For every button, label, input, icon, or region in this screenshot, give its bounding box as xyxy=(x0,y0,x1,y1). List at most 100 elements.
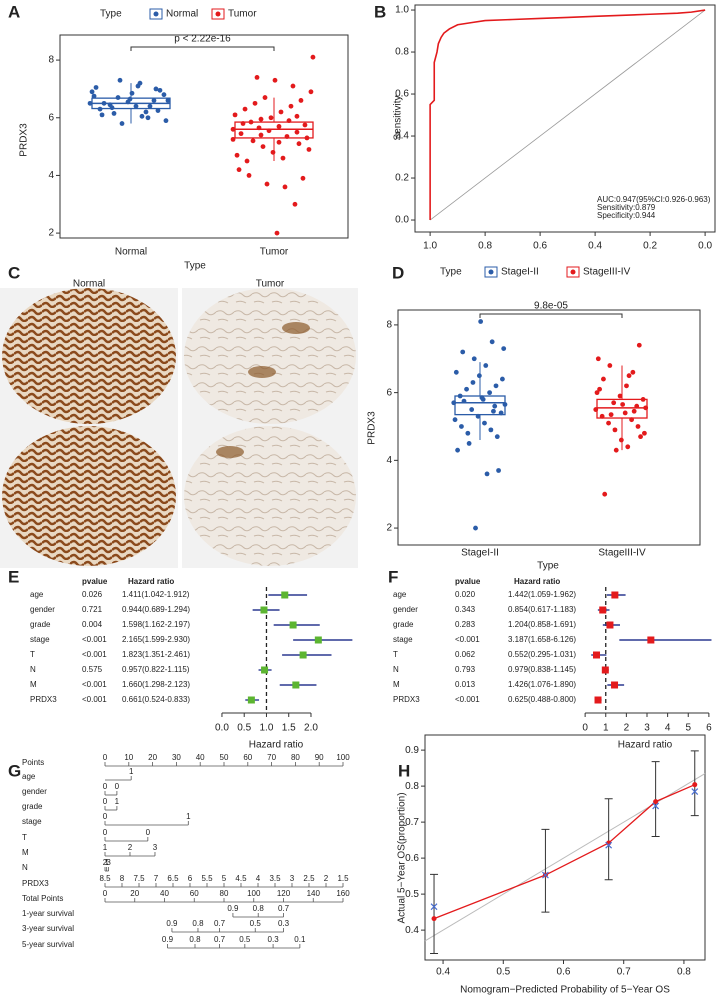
x-tick-label: 0.2 xyxy=(643,241,657,252)
row-name: M xyxy=(393,680,400,689)
legend-dot xyxy=(153,11,159,17)
y-tick-label: 0.4 xyxy=(395,131,409,142)
point xyxy=(470,380,476,385)
point xyxy=(298,98,304,103)
p-value: 0.793 xyxy=(455,665,476,674)
row-name: gender xyxy=(30,605,55,614)
scale-label: 0.8 xyxy=(192,919,204,928)
point xyxy=(494,434,500,440)
p-value: 0.721 xyxy=(82,605,103,614)
y-tick-label: 0.5 xyxy=(405,889,419,900)
point xyxy=(618,437,624,443)
p-value: 0.004 xyxy=(82,620,103,629)
point xyxy=(143,109,149,115)
scale-label: 80 xyxy=(220,889,229,898)
p-value: 0.013 xyxy=(455,680,476,689)
y-axis-label: PRDX3 xyxy=(19,123,30,157)
point xyxy=(89,89,95,95)
x-tick-label: 1.0 xyxy=(423,241,437,252)
y-tick-label: 1.0 xyxy=(395,5,409,16)
x-tick-label: 3 xyxy=(644,723,650,734)
row-name: grade xyxy=(30,620,51,629)
x-tick-label: 0.6 xyxy=(557,967,571,978)
point xyxy=(268,115,274,121)
point xyxy=(151,98,157,103)
hr-label: 0.854(0.617-1.183) xyxy=(508,605,576,614)
point xyxy=(431,916,437,922)
x-marker xyxy=(691,788,699,795)
plot-frame xyxy=(397,309,701,546)
y-tick-label: 0.7 xyxy=(405,817,419,828)
box xyxy=(454,395,506,416)
point xyxy=(612,427,618,433)
point xyxy=(262,95,268,100)
point xyxy=(99,112,105,118)
p-value: 0.343 xyxy=(455,605,476,614)
point xyxy=(595,356,601,362)
scale-label: 0.1 xyxy=(294,935,306,944)
row-name: T xyxy=(30,650,35,659)
error-bar xyxy=(651,761,660,838)
x-tick-label: Tumor xyxy=(260,247,289,258)
point xyxy=(602,491,608,497)
x-tick-label: 4 xyxy=(665,723,671,734)
column-header: Hazard ratio xyxy=(514,577,560,586)
hr-label: 0.625(0.488-0.800) xyxy=(508,695,576,704)
point xyxy=(258,116,264,122)
plot-frame xyxy=(59,34,349,239)
scale-label: 30 xyxy=(172,753,181,762)
point xyxy=(488,427,494,433)
scale-label: 2 xyxy=(128,843,133,852)
p-value: 0.062 xyxy=(455,650,476,659)
x-tick-label: 0.4 xyxy=(588,241,602,252)
scale-label: 1 xyxy=(186,812,191,821)
point xyxy=(93,85,99,90)
point xyxy=(452,417,458,423)
p-value: <0.001 xyxy=(82,680,107,689)
hr-label: 1.411(1.042-1.912) xyxy=(122,590,190,599)
point xyxy=(478,319,484,324)
column-header: Hazard ratio xyxy=(128,577,174,586)
y-tick-label: 0.9 xyxy=(405,745,419,756)
hr-point xyxy=(260,606,268,614)
legend-label: Tumor xyxy=(228,9,257,20)
annotation: Specificity:0.944 xyxy=(597,211,656,220)
row-name: M xyxy=(22,848,29,857)
annotation: AUC:0.947(95%CI:0.926-0.963) xyxy=(597,195,711,204)
point xyxy=(636,342,642,348)
hr-label: 0.552(0.295-1.031) xyxy=(508,650,576,659)
row-name: M xyxy=(30,680,37,689)
hr-label: 0.979(0.838-1.145) xyxy=(508,665,576,674)
y-tick-label: 4 xyxy=(386,455,392,466)
point xyxy=(234,152,240,158)
x-tick-label: 0.5 xyxy=(496,967,510,978)
scale-label: 100 xyxy=(336,753,350,762)
scale-label: 2 xyxy=(103,858,108,867)
hr-point xyxy=(611,681,619,689)
point xyxy=(254,74,260,80)
point xyxy=(626,373,632,379)
point xyxy=(617,393,623,399)
point xyxy=(310,54,316,60)
y-tick-label: 6 xyxy=(386,387,392,398)
y-tick-label: 0.6 xyxy=(395,89,409,100)
tissue-core xyxy=(2,426,176,566)
point xyxy=(258,132,264,138)
scale-label: 20 xyxy=(130,889,139,898)
legend-label: StageI-II xyxy=(501,267,539,278)
scale-label: 0.9 xyxy=(227,904,239,913)
y-tick-label: 2 xyxy=(386,523,392,534)
point xyxy=(601,376,606,382)
point xyxy=(145,115,151,121)
y-tick-label: 0.8 xyxy=(395,47,409,58)
scale-label: 60 xyxy=(243,753,252,762)
scale-label: 1 xyxy=(103,843,108,852)
hr-point xyxy=(593,651,601,659)
row-name: gender xyxy=(22,787,47,796)
point xyxy=(282,184,288,190)
x-tick-label: 0.0 xyxy=(698,241,712,252)
point xyxy=(631,408,637,414)
row-name: N xyxy=(22,863,28,872)
hr-point xyxy=(594,696,602,704)
p-value: <0.001 xyxy=(82,695,107,704)
